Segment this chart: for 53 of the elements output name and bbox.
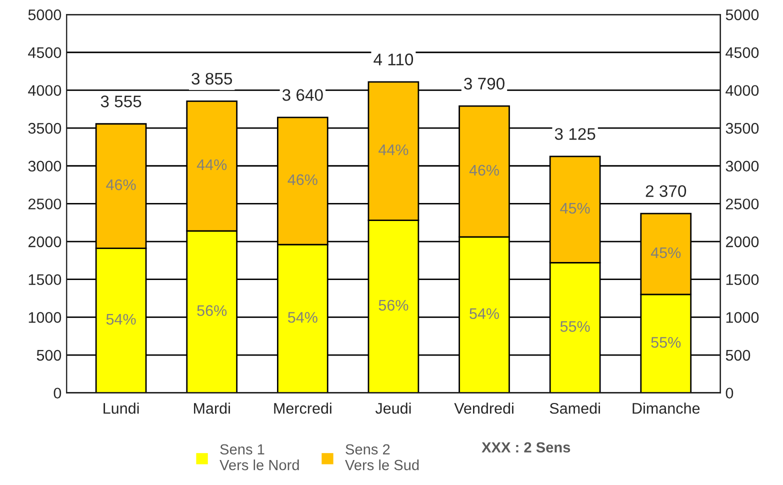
annotation: 55% (651, 337, 681, 348)
annotation: 44% (196, 159, 227, 170)
y2-tick-label: 3000 (726, 160, 759, 172)
total-label: 3 855 (192, 72, 232, 85)
y-tick-label: 2000 (28, 236, 62, 248)
total-label: 4 110 (374, 54, 414, 66)
y2-tick-label: 1500 (726, 274, 759, 286)
x-tick-label: Samedi (550, 402, 600, 414)
x-tick-label: Mercredi (274, 402, 332, 414)
y-tick-label: 1000 (28, 312, 62, 323)
total-label: 3 555 (100, 96, 142, 108)
y2-tick-label: 3500 (726, 122, 759, 134)
total-label: 3 125 (554, 128, 596, 140)
y2-tick-label: 0 (726, 388, 734, 399)
y2-tick-label: 2000 (726, 236, 759, 248)
y2-tick-label: 500 (726, 350, 750, 361)
annotation: 54% (288, 312, 318, 323)
y-tick-label: 3500 (28, 122, 62, 134)
annotation: 46% (106, 179, 136, 190)
x-tick-label: Dimanche (632, 402, 700, 414)
y-tick-label: 4000 (28, 85, 62, 96)
annotation: 55% (560, 321, 590, 332)
annotation: 54% (470, 308, 500, 320)
y2-tick-label: 4500 (726, 47, 759, 58)
y-tick-label: 4500 (28, 47, 62, 58)
legend-label: Sens 2 Vers le Sud (345, 444, 419, 470)
annotation: 45% (560, 202, 590, 214)
annotation: 46% (469, 164, 500, 176)
x-tick-label: Vendredi (454, 402, 514, 414)
annotation: 56% (197, 305, 227, 316)
y2-tick-label: 4000 (726, 85, 759, 96)
y2-tick-label: 2500 (726, 198, 759, 210)
annotation: 45% (650, 247, 681, 258)
y-tick-label: 3000 (28, 160, 62, 172)
annotation: 54% (106, 314, 136, 325)
total-label: 3 640 (282, 89, 323, 101)
x-tick-label: Mardi (194, 402, 230, 414)
total-label: 2 370 (646, 185, 686, 197)
y-tick-label: 5000 (28, 9, 62, 20)
x-tick-label: Jeudi (375, 402, 411, 414)
annotation: 46% (288, 174, 318, 186)
y-tick-label: 1500 (28, 274, 62, 286)
text: XXX : 2 Sens (482, 442, 570, 453)
y2-tick-label: 5000 (726, 9, 759, 20)
legend-label: Sens 1 Vers le Nord (220, 444, 299, 470)
y-tick-label: 2500 (28, 198, 62, 210)
total-label: 3 790 (464, 78, 504, 90)
y2-tick-label: 1000 (726, 312, 759, 323)
annotation: 44% (378, 144, 408, 156)
x-tick-label: Lundi (104, 402, 139, 414)
y-tick-label: 0 (54, 388, 62, 399)
y-tick-label: 500 (36, 350, 62, 361)
annotation: 56% (378, 300, 408, 311)
